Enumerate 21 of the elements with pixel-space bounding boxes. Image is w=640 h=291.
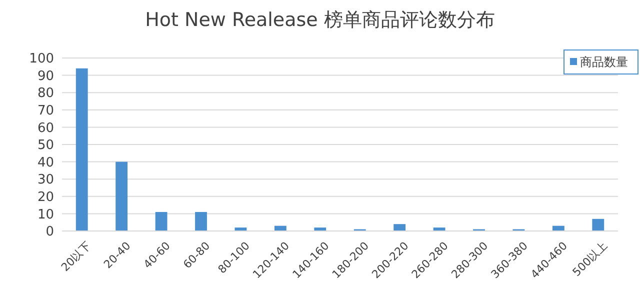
bar (592, 218, 604, 231)
x-tick-label: 500以上 (570, 239, 610, 279)
y-tick-label: 40 (37, 155, 54, 170)
bar (155, 212, 168, 231)
chart-title: Hot New Realease 榜单商品评论数分布 (145, 9, 495, 31)
bar (76, 68, 88, 231)
y-tick-label: 100 (29, 52, 54, 67)
y-tick-label: 20 (37, 190, 54, 205)
y-tick-label: 30 (37, 172, 54, 188)
bar (394, 224, 406, 231)
y-tick-label: 60 (37, 120, 54, 136)
bar (116, 162, 128, 231)
y-tick-label: 50 (37, 138, 54, 154)
bar (195, 212, 207, 231)
y-tick-label: 70 (37, 103, 54, 118)
y-tick-label: 90 (37, 68, 54, 84)
x-tick-label: 20以下 (58, 239, 94, 274)
y-tick-label: 10 (37, 207, 54, 222)
legend-label: 商品数量 (580, 55, 628, 70)
y-tick-label: 0 (46, 224, 54, 240)
y-tick-label: 80 (37, 86, 54, 102)
